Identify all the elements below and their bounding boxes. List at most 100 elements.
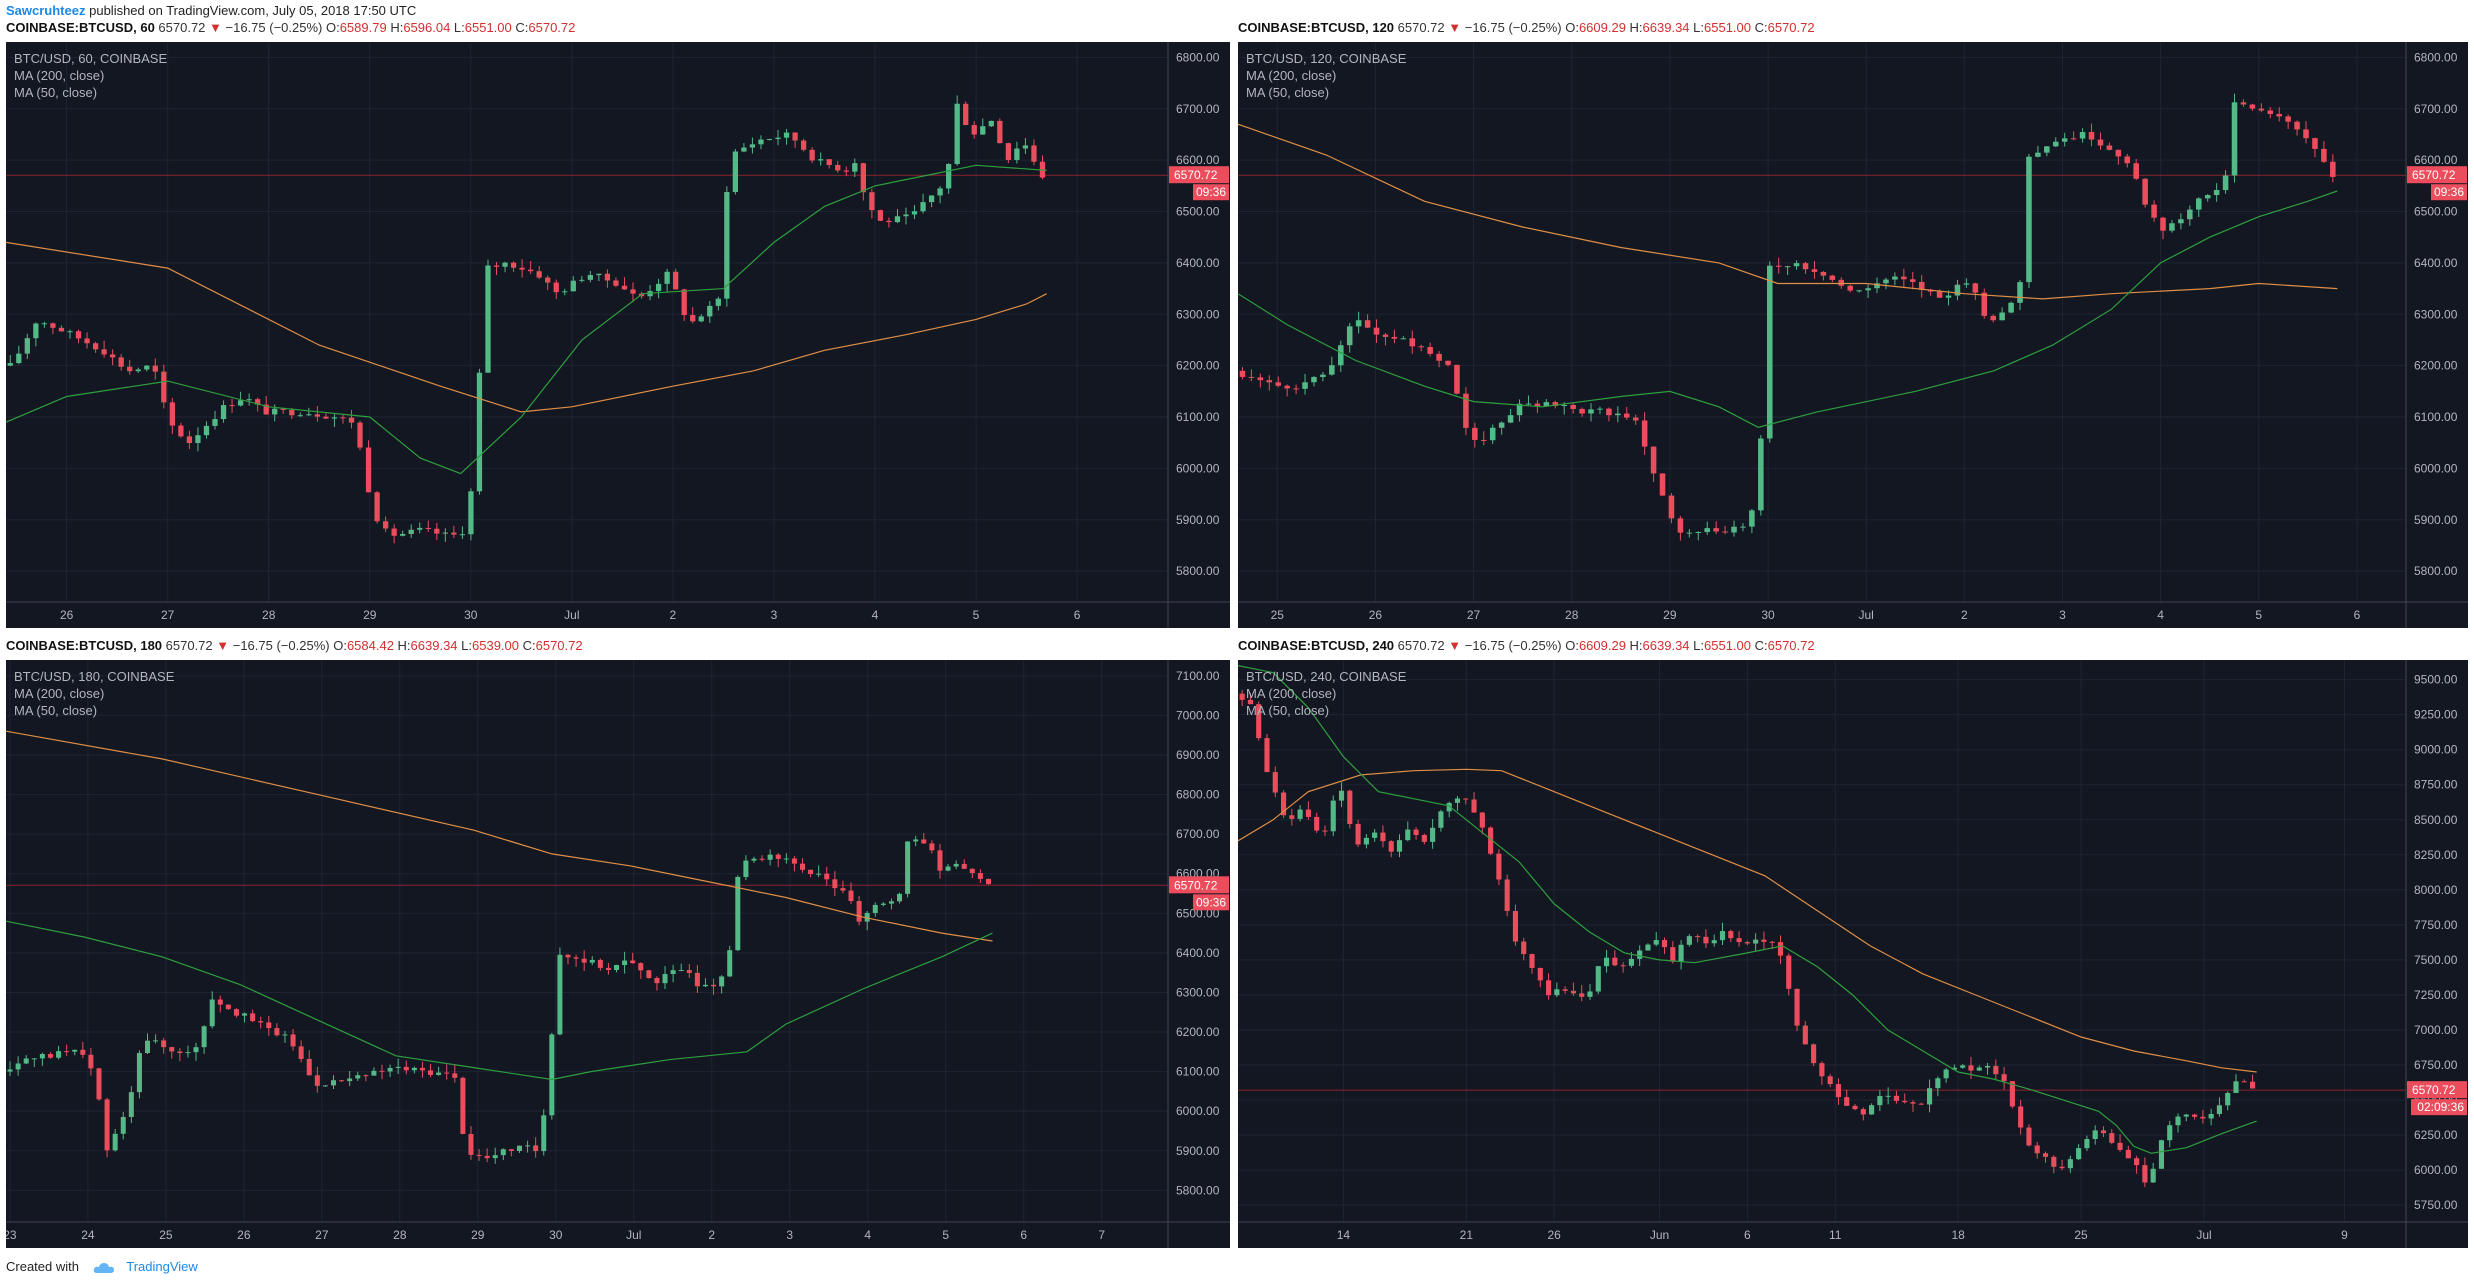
label-close: C: — [1754, 638, 1768, 653]
candle — [614, 964, 620, 973]
legend-entry-ma50[interactable]: MA (50, close) — [1246, 703, 1330, 718]
legend-entry-ma50[interactable]: MA (50, close) — [14, 703, 98, 718]
grid — [6, 42, 1168, 602]
candle — [1874, 277, 1880, 294]
candle — [67, 329, 73, 339]
candle — [2070, 131, 2077, 141]
candle-body — [2294, 121, 2300, 130]
candle — [1445, 360, 1451, 367]
candle — [1632, 414, 1639, 425]
candle — [1668, 493, 1675, 524]
candle — [289, 407, 295, 420]
candle — [444, 1064, 450, 1080]
candle-body — [1022, 145, 1029, 149]
author-link[interactable]: Sawcruhteez — [6, 3, 86, 18]
candle — [988, 120, 994, 128]
candle — [1396, 834, 1403, 858]
candle — [75, 329, 82, 344]
candle-body — [2321, 148, 2327, 162]
candle — [1612, 950, 1618, 967]
candle — [357, 420, 363, 451]
candle — [1239, 367, 1246, 380]
candle — [2233, 1074, 2239, 1093]
candle-body — [1678, 944, 1684, 962]
value-close: 6570.72 — [535, 638, 583, 653]
candle-body — [502, 262, 508, 267]
candle-body — [1838, 279, 1845, 286]
candle — [201, 1025, 207, 1054]
chart-svg-180[interactable]: 5800.00 5900.00 6000.00 6100.00 6200.00 6300.… — [6, 660, 1230, 1248]
candle — [818, 152, 824, 166]
candle — [442, 528, 448, 542]
candle-body — [1802, 263, 1809, 270]
candle-body — [468, 491, 474, 535]
countdown-badge — [1193, 894, 1229, 911]
candle — [533, 1137, 539, 1158]
legend-entry-ma50[interactable]: MA (50, close) — [1246, 85, 1330, 100]
chart-panel-60[interactable]: 5800.00 5900.00 6000.00 6100.00 6200.00 6300.… — [6, 42, 1230, 628]
candle-body — [872, 904, 878, 913]
chart-panel-120[interactable]: 5800.00 5900.00 6000.00 6100.00 6200.00 6300.… — [1238, 42, 2468, 628]
candle-body — [759, 858, 765, 860]
candle-body — [1632, 417, 1639, 421]
candle — [758, 135, 764, 150]
candle-body — [1297, 809, 1303, 819]
candle-body — [1512, 910, 1519, 942]
candle — [1031, 139, 1037, 166]
candle — [1829, 274, 1836, 283]
candle-body — [1968, 1065, 1974, 1071]
chart-panel-240[interactable]: 5750.006000.006250.006500.006750.007000.… — [1238, 660, 2468, 1248]
candle-body — [2276, 113, 2282, 117]
candle — [314, 405, 321, 422]
candle — [1280, 790, 1287, 819]
legend-entry-ma200[interactable]: MA (200, close) — [1246, 686, 1337, 701]
candle — [2092, 1125, 2098, 1145]
candle — [468, 1126, 474, 1160]
chart-panel-180[interactable]: 5800.00 5900.00 6000.00 6100.00 6200.00 6300.… — [6, 660, 1230, 1248]
ma50-line — [1238, 190, 2338, 428]
chart-svg-240[interactable]: 5750.006000.006250.006500.006750.007000.… — [1238, 660, 2468, 1248]
candle — [749, 137, 756, 154]
candle — [1388, 840, 1394, 858]
candle — [1976, 1065, 1982, 1072]
candle-body — [630, 960, 636, 964]
legend-entry-ma200[interactable]: MA (200, close) — [14, 68, 105, 83]
chart-svg-60[interactable]: 5800.00 5900.00 6000.00 6100.00 6200.00 6300.… — [6, 42, 1230, 628]
candle-body — [510, 262, 517, 268]
candle-body — [2267, 110, 2274, 114]
legend-entry-ma200[interactable]: MA (200, close) — [14, 686, 105, 701]
candle — [104, 1097, 110, 1158]
candle-body — [169, 402, 175, 426]
y-tick-label: 6100.00 — [2414, 410, 2458, 424]
candle-body — [1454, 798, 1461, 803]
candle — [621, 277, 628, 291]
candle — [1686, 934, 1692, 947]
candle — [1902, 1093, 1908, 1104]
candle — [161, 364, 167, 409]
x-tick-label: 6 — [1074, 608, 1081, 622]
candle — [2125, 1145, 2131, 1159]
candle-body — [856, 901, 862, 922]
candle — [1704, 521, 1710, 535]
candle-body — [2008, 302, 2014, 313]
candle-body — [442, 532, 448, 534]
legend-entry-ma200[interactable]: MA (200, close) — [1246, 68, 1337, 83]
candle-body — [963, 103, 969, 126]
candle — [492, 1147, 498, 1164]
candle — [897, 892, 903, 904]
legend-entry-ma50[interactable]: MA (50, close) — [14, 85, 98, 100]
candle-body — [985, 878, 991, 885]
candle-body — [1409, 338, 1416, 347]
tradingview-link[interactable]: TradingView — [126, 1259, 198, 1274]
chart-svg-120[interactable]: 5800.00 5900.00 6000.00 6100.00 6200.00 6300.… — [1238, 42, 2468, 628]
candle-body — [1945, 295, 1952, 298]
candle-body — [2200, 1116, 2206, 1119]
candle-body — [1363, 837, 1369, 845]
y-tick-label: 5800.00 — [1176, 1183, 1220, 1197]
grid — [1238, 660, 2406, 1222]
candle — [1883, 277, 1889, 290]
candle — [2187, 205, 2193, 226]
label-close: C: — [522, 638, 536, 653]
candle-body — [1704, 528, 1710, 533]
candle — [1960, 1064, 1966, 1069]
